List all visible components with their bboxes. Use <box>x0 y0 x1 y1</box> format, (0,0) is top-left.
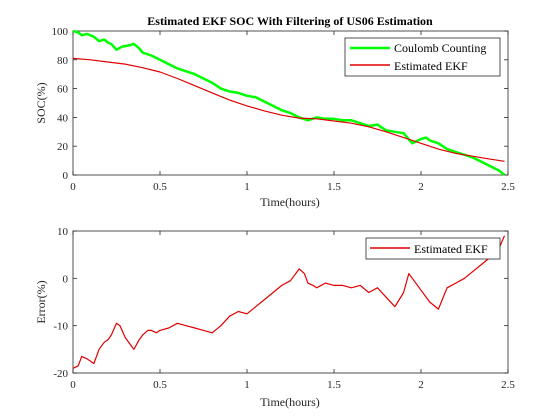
y-axis-label: Error(%) <box>34 280 48 323</box>
error-chart: 0 0.5 1 1.5 2 2.5 -20 -10 0 10 Time(hours) Error(… <box>34 226 515 409</box>
legend-label-estimated-ekf: Estimated EKF <box>394 59 468 73</box>
axes-box <box>72 30 509 176</box>
y-tick-label: 10 <box>57 226 69 238</box>
chart-title: Estimated EKF SOC With Filtering of US06… <box>147 14 433 28</box>
x-tick-label: 1.5 <box>327 379 341 391</box>
legend-box <box>365 237 501 260</box>
x-tick-label: 1 <box>244 181 250 193</box>
y-tick-label: 0 <box>63 170 69 182</box>
x-tick-label: 1.5 <box>327 181 341 193</box>
x-axis-label: Time(hours) <box>260 395 320 409</box>
y-tick-label: 40 <box>57 112 69 124</box>
legend-box <box>344 37 501 77</box>
x-tick-label: 2 <box>418 181 424 193</box>
x-tick-label: 2 <box>418 379 424 391</box>
y-tick-label: -20 <box>53 368 68 380</box>
legend: Estimated EKF <box>365 237 501 260</box>
x-tick-label: 0.5 <box>153 379 167 391</box>
x-tick-label: 2.5 <box>501 181 515 193</box>
plot-area: 0 0.5 1 1.5 2 2.5 -20 -10 0 10 <box>53 226 515 391</box>
y-tick-label: 100 <box>52 26 69 38</box>
legend-label-estimated-ekf: Estimated EKF <box>414 242 488 256</box>
y-axis-label: SOC(%) <box>34 82 48 123</box>
y-tick-label: 0 <box>63 273 69 285</box>
series-line-coulomb-counting <box>72 29 506 176</box>
x-axis-label: Time(hours) <box>260 195 320 209</box>
x-tick-label: 1 <box>244 379 250 391</box>
y-tick-label: 60 <box>57 84 69 96</box>
axes-box <box>72 230 509 374</box>
y-tick-label: -10 <box>53 321 68 333</box>
x-tick-label: 0 <box>70 379 76 391</box>
legend-label-coulomb-counting: Coulomb Counting <box>394 41 486 55</box>
x-tick-label: 2.5 <box>501 379 515 391</box>
plot-area: 0 0.5 1 1.5 2 2.5 0 20 40 60 80 100 <box>52 26 516 193</box>
x-tick-label: 0.5 <box>153 181 167 193</box>
series-line-estimated-ekf <box>72 57 505 162</box>
legend: Coulomb Counting Estimated EKF <box>344 37 501 77</box>
soc-chart: Estimated EKF SOC With Filtering of US06… <box>34 14 515 209</box>
series-line-estimated-ekf <box>72 235 506 369</box>
y-tick-label: 20 <box>57 141 69 153</box>
y-tick-label: 80 <box>57 55 69 67</box>
x-tick-label: 0 <box>70 181 76 193</box>
